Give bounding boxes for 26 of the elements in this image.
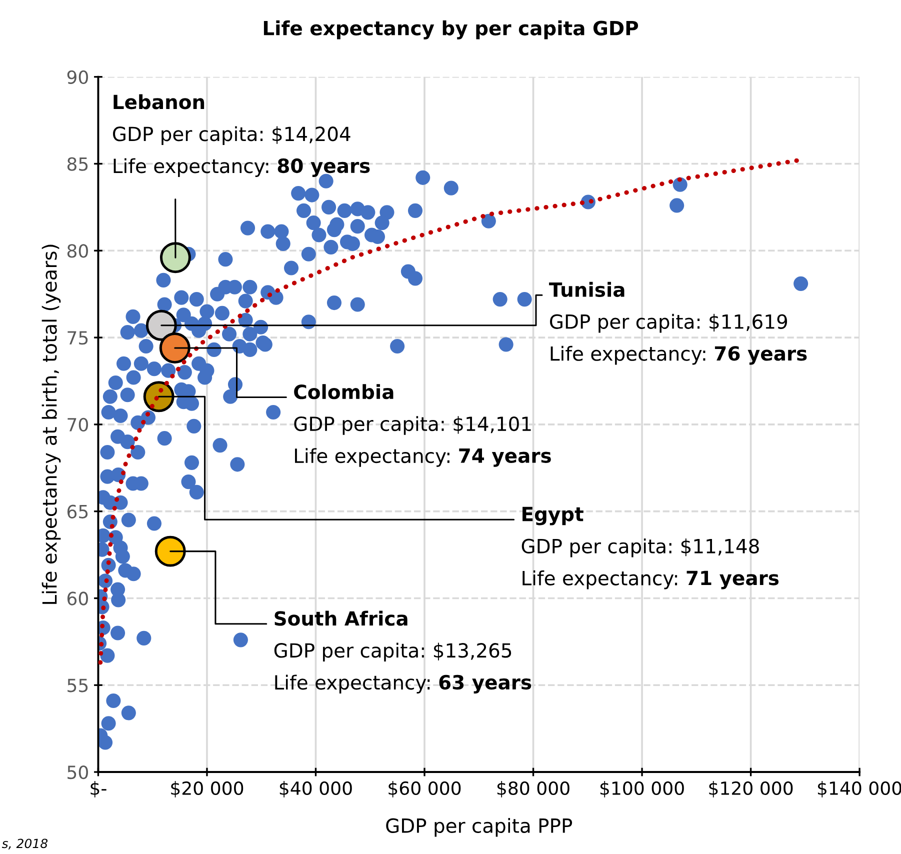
chart-title: Life expectancy by per capita GDP — [264, 20, 638, 40]
y-axis-title: Life expectancy at birth, total (years) — [42, 244, 61, 604]
annotation: Colombia GDP per capita: $14,101 Life expectancy: 74 years — [294, 384, 551, 467]
y-tick-label: 80 — [67, 244, 88, 258]
x-tick-label: $- — [90, 781, 106, 798]
x-tick-label: $40 000 — [280, 781, 352, 798]
x-tick-label: $140 000 — [818, 781, 901, 798]
x-tick-label: $60 000 — [388, 781, 461, 798]
annotation: Lebanon GDP per capita: $14,204 Life expectancy: 80 years — [113, 94, 370, 178]
y-tick-label: 85 — [67, 157, 88, 171]
x-tick-label: $80 000 — [497, 781, 570, 798]
x-axis-title: GDP per capita PPP — [386, 818, 572, 837]
annotation: Tunisia GDP per capita: $11,619 Life expectancy: 76 years — [549, 282, 807, 365]
x-tick-label: $20 000 — [171, 781, 244, 798]
y-tick-label: 75 — [68, 331, 88, 345]
annotation: Egypt GDP per capita: $11,148 Life expectancy: 71 years — [522, 506, 779, 590]
annotation: South Africa GDP per capita: $13,265 Life expectancy: 63 years — [274, 610, 532, 694]
y-tick-label: 55 — [68, 678, 88, 692]
x-tick-label: $120 000 — [709, 781, 793, 798]
x-tick-label: $100 000 — [600, 781, 684, 798]
y-tick-label: 50 — [68, 765, 88, 780]
text: s, 2018 — [2, 838, 48, 850]
y-tick-label: 90 — [67, 70, 88, 84]
y-tick-label: 70 — [68, 418, 88, 432]
y-tick-label: 60 — [67, 592, 88, 606]
y-tick-label: 65 — [67, 504, 88, 518]
